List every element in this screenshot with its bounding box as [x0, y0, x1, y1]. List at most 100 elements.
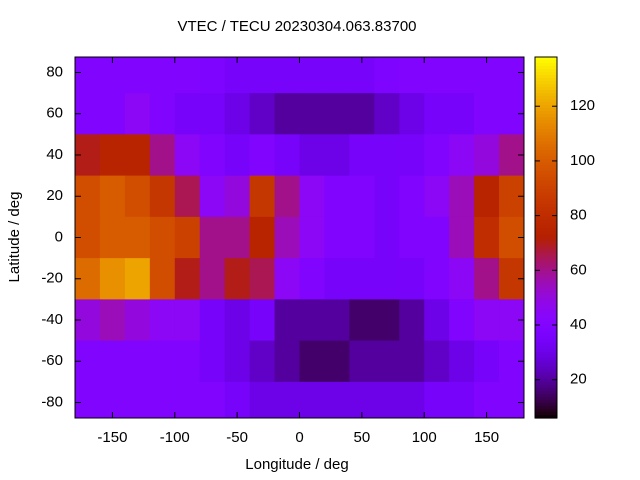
colorbar-slice	[535, 204, 557, 209]
heat-cell	[299, 175, 325, 218]
colorbar-slice	[535, 105, 557, 109]
x-tick-label: 150	[474, 429, 499, 446]
heat-cell	[199, 57, 226, 94]
heat-cell	[174, 299, 201, 342]
colorbar-slice	[535, 87, 557, 91]
y-tick-label: 40	[46, 146, 63, 163]
heat-cell	[99, 381, 126, 418]
heat-cell	[499, 57, 524, 94]
x-tick-label: 100	[412, 429, 437, 446]
heat-cell	[149, 299, 176, 342]
colorbar-slice	[535, 351, 557, 356]
heat-cell	[324, 258, 350, 300]
colorbar-slice	[535, 177, 557, 181]
colorbar-slice	[535, 270, 557, 275]
colorbar-slice	[535, 225, 557, 230]
colorbar-slice	[535, 186, 557, 190]
heat-cell	[399, 134, 425, 177]
heat-cell	[474, 57, 500, 94]
y-tick-label: -60	[41, 352, 63, 369]
heat-cell	[449, 216, 475, 259]
colorbar-slice	[535, 144, 557, 148]
colorbar-slice	[535, 156, 557, 160]
heat-cell	[399, 175, 425, 218]
heat-cell	[274, 340, 300, 383]
colorbar-slice	[535, 228, 557, 233]
colorbar-slice	[535, 60, 557, 64]
colorbar-slice	[535, 126, 557, 130]
heat-cell	[349, 175, 375, 218]
colorbar-slice	[535, 342, 557, 347]
y-tick-label: -20	[41, 270, 63, 287]
colorbar-slice	[535, 402, 557, 407]
colorbar-slice	[535, 414, 557, 419]
heat-cell	[124, 299, 151, 342]
heat-cell	[374, 93, 400, 135]
heat-cell	[474, 216, 500, 259]
heat-cell	[499, 381, 524, 418]
colorbar-slice	[535, 372, 557, 377]
heat-cell	[399, 57, 425, 94]
colorbar-slice	[535, 231, 557, 236]
colorbar-slice	[535, 291, 557, 296]
colorbar-slice	[535, 183, 557, 187]
colorbar-slice	[535, 90, 557, 94]
colorbar-slice	[535, 237, 557, 242]
heat-cell	[124, 134, 151, 177]
heat-cell	[224, 57, 251, 94]
colorbar-slice	[535, 297, 557, 302]
heat-cell	[124, 340, 151, 383]
chart-title: VTEC / TECU 20230304.063.83700	[177, 18, 416, 35]
y-tick-label: 80	[46, 63, 63, 80]
colorbar-slice	[535, 369, 557, 374]
heat-cell	[124, 175, 151, 218]
colorbar-slice	[535, 255, 557, 260]
x-axis-label: Longitude / deg	[245, 456, 348, 473]
heat-cell	[249, 216, 276, 259]
heat-cell	[474, 381, 500, 418]
colorbar-slice	[535, 324, 557, 329]
heat-cell	[124, 93, 151, 135]
heat-cell	[374, 134, 400, 177]
heat-cell	[449, 134, 475, 177]
y-axis-label: Latitude / deg	[6, 192, 23, 283]
colorbar-slice	[535, 396, 557, 401]
heat-cell	[399, 381, 425, 418]
heat-cell	[474, 299, 500, 342]
heat-cell	[174, 57, 201, 94]
heat-cell	[199, 258, 226, 300]
colorbar-slice	[535, 120, 557, 124]
colorbar-slice	[535, 159, 557, 163]
colorbar-slice	[535, 216, 557, 221]
heat-cell	[424, 340, 450, 383]
colorbar-tick-label: 120	[570, 97, 595, 114]
heat-cell	[324, 93, 350, 135]
colorbar-slice	[535, 84, 557, 88]
heat-cell	[349, 340, 375, 383]
heat-cell	[399, 258, 425, 300]
y-tick-label: 20	[46, 187, 63, 204]
colorbar-slice	[535, 405, 557, 410]
heat-cell	[99, 258, 126, 300]
heat-cell	[349, 258, 375, 300]
colorbar-slice	[535, 72, 557, 76]
heat-cell	[449, 299, 475, 342]
heat-cell	[249, 258, 276, 300]
heat-cell	[174, 216, 201, 259]
heat-cell	[174, 340, 201, 383]
colorbar-slice	[535, 333, 557, 338]
heat-cell	[324, 57, 350, 94]
heat-cell	[124, 216, 151, 259]
colorbar-frame	[534, 56, 558, 419]
heat-cell	[349, 134, 375, 177]
colorbar-slice	[535, 399, 557, 404]
heat-cell	[199, 175, 226, 218]
heat-cell	[99, 93, 126, 135]
colorbar-tick-label: 60	[570, 261, 587, 278]
heat-cell	[174, 93, 201, 135]
colorbar-slice	[535, 198, 557, 202]
heat-cell	[249, 57, 276, 94]
heat-cell	[149, 381, 176, 418]
